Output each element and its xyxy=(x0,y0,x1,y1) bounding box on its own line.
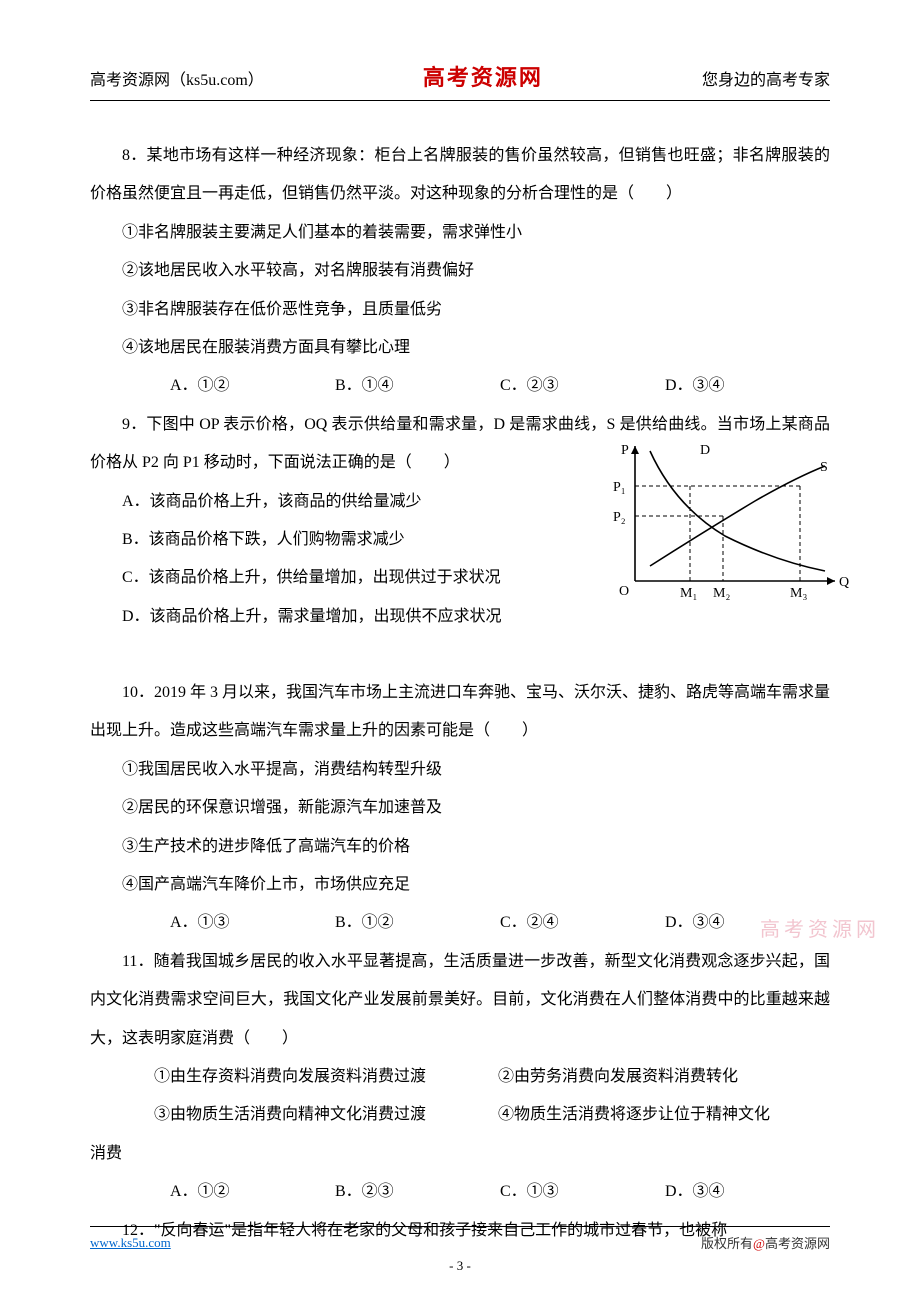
q8-option-b: B．①④ xyxy=(335,367,500,405)
page-number: - 3 - xyxy=(0,1258,920,1274)
q8-statement-4: ④该地居民在服装消费方面具有攀比心理 xyxy=(90,329,830,367)
q11-option-a: A．①② xyxy=(170,1173,335,1211)
content-body: 8．某地市场有这样一种经济现象：柜台上名牌服装的售价虽然较高，但销售也旺盛；非名… xyxy=(90,137,830,1250)
q11-statement-4b: 消费 xyxy=(90,1135,830,1173)
footer-post: 高考资源网 xyxy=(765,1236,830,1251)
svg-text:P: P xyxy=(621,443,629,458)
q11-statement-3: ③由物质生活消费向精神文化消费过渡 xyxy=(122,1096,462,1134)
q11-options: A．①② B．②③ C．①③ D．③④ xyxy=(90,1173,830,1211)
q10-statement-1: ①我国居民收入水平提高，消费结构转型升级 xyxy=(90,751,830,789)
spacer xyxy=(90,636,830,674)
q8-option-a: A．①② xyxy=(170,367,335,405)
q8-option-d: D．③④ xyxy=(665,367,830,405)
svg-text:O: O xyxy=(619,584,629,599)
q11-statement-2: ②由劳务消费向发展资料消费转化 xyxy=(466,1058,738,1096)
header-left: 高考资源网（ks5u.com） xyxy=(90,66,264,90)
q10-stem: 10．2019 年 3 月以来，我国汽车市场上主流进口车奔驰、宝马、沃尔沃、捷豹… xyxy=(90,674,830,751)
q10-option-b: B．①② xyxy=(335,904,500,942)
page-header: 高考资源网（ks5u.com） 高考资源网 您身边的高考专家 xyxy=(90,60,830,101)
svg-text:D: D xyxy=(700,443,710,458)
q8-statement-1: ①非名牌服装主要满足人们基本的着装需要，需求弹性小 xyxy=(90,214,830,252)
q8-statement-2: ②该地居民收入水平较高，对名牌服装有消费偏好 xyxy=(90,252,830,290)
q11-statement-4a: ④物质生活消费将逐步让位于精神文化 xyxy=(466,1096,770,1134)
svg-text:Q: Q xyxy=(839,575,849,590)
q11-statement-1: ①由生存资料消费向发展资料消费过渡 xyxy=(122,1058,462,1096)
svg-text:M₂: M₂ xyxy=(713,586,730,601)
q8-stem: 8．某地市场有这样一种经济现象：柜台上名牌服装的售价虽然较高，但销售也旺盛；非名… xyxy=(90,137,830,214)
q10-statement-4: ④国产高端汽车降价上市，市场供应充足 xyxy=(90,866,830,904)
header-right: 您身边的高考专家 xyxy=(702,66,830,90)
q10-options: A．①③ B．①② C．②④ D．③④ 高考资源网 xyxy=(90,904,830,942)
q10-option-d: D．③④ xyxy=(665,904,830,942)
q8-statement-3: ③非名牌服装存在低价恶性竞争，且质量低劣 xyxy=(90,291,830,329)
svg-text:S: S xyxy=(820,460,828,475)
q11-row2: ③由物质生活消费向精神文化消费过渡 ④物质生活消费将逐步让位于精神文化 xyxy=(90,1096,830,1134)
q11-option-b: B．②③ xyxy=(335,1173,500,1211)
q11-stem: 11．随着我国城乡居民的收入水平显著提高，生活质量进一步改善，新型文化消费观念逐… xyxy=(90,943,830,1058)
footer-at: @ xyxy=(753,1236,765,1251)
header-center-logo: 高考资源网 xyxy=(423,60,543,92)
q8-options: A．①② B．①④ C．②③ D．③④ xyxy=(90,367,830,405)
footer-copyright: 版权所有@高考资源网 xyxy=(701,1233,830,1252)
page-footer: www.ks5u.com 版权所有@高考资源网 xyxy=(90,1226,830,1252)
q11-option-d: D．③④ xyxy=(665,1173,830,1211)
svg-text:M₃: M₃ xyxy=(790,586,807,601)
q10-option-c: C．②④ xyxy=(500,904,665,942)
q11-option-c: C．①③ xyxy=(500,1173,665,1211)
q8-option-c: C．②③ xyxy=(500,367,665,405)
svg-text:M₁: M₁ xyxy=(680,586,697,601)
svg-text:P₂: P₂ xyxy=(613,510,626,525)
q10-statement-3: ③生产技术的进步降低了高端汽车的价格 xyxy=(90,828,830,866)
chart-svg: P Q O P₁ P₂ M₁ M₂ M₃ D S xyxy=(605,436,850,606)
footer-pre: 版权所有 xyxy=(701,1236,753,1251)
footer-url: www.ks5u.com xyxy=(90,1235,171,1251)
q10-option-a: A．①③ xyxy=(170,904,335,942)
q10-statement-2: ②居民的环保意识增强，新能源汽车加速普及 xyxy=(90,789,830,827)
q11-row1: ①由生存资料消费向发展资料消费过渡 ②由劳务消费向发展资料消费转化 xyxy=(90,1058,830,1096)
supply-demand-chart: P Q O P₁ P₂ M₁ M₂ M₃ D S xyxy=(605,436,850,621)
q9-block: 9．下图中 OP 表示价格，OQ 表示供给量和需求量，D 是需求曲线，S 是供给… xyxy=(90,406,830,636)
svg-text:P₁: P₁ xyxy=(613,480,626,495)
